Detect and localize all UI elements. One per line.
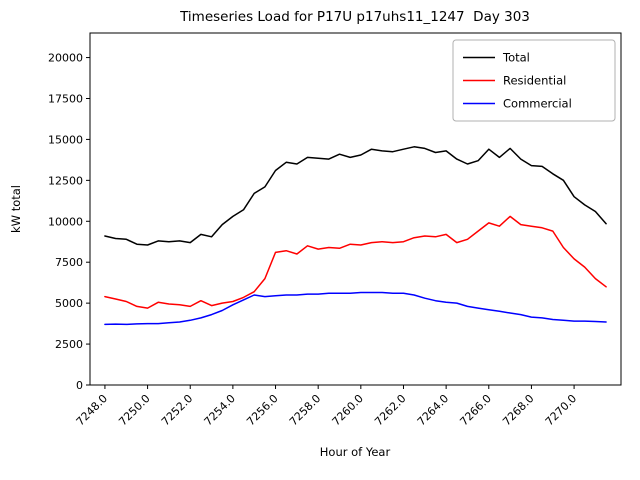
y-tick-label: 20000	[48, 52, 83, 65]
x-tick-label: 7260.0	[330, 392, 366, 428]
x-tick-label: 7268.0	[500, 392, 536, 428]
legend-label-commercial: Commercial	[503, 97, 572, 111]
series-line-residential	[104, 215, 607, 309]
y-tick-label: 7500	[55, 256, 83, 269]
x-tick-label: 7266.0	[457, 392, 493, 428]
x-tick-label: 7248.0	[74, 392, 110, 428]
x-tick-label: 7270.0	[543, 392, 579, 428]
y-tick-label: 17500	[48, 92, 83, 105]
legend-label-total: Total	[502, 51, 530, 65]
series-line-total	[104, 146, 607, 246]
x-axis-label: Hour of Year	[320, 445, 391, 459]
x-tick-label: 7258.0	[287, 392, 323, 428]
x-tick-label: 7252.0	[159, 392, 195, 428]
x-tick-label: 7264.0	[415, 392, 451, 428]
y-tick-label: 15000	[48, 133, 83, 146]
y-tick-label: 10000	[48, 215, 83, 228]
y-tick-label: 5000	[55, 297, 83, 310]
y-tick-label: 0	[76, 379, 83, 392]
y-tick-label: 2500	[55, 338, 83, 351]
chart-title: Timeseries Load for P17U p17uhs11_1247 D…	[179, 9, 530, 25]
legend-box	[452, 39, 616, 122]
legend: Total Residential Commercial	[452, 39, 616, 122]
y-tick-label: 12500	[48, 174, 83, 187]
x-tick-label: 7250.0	[116, 392, 152, 428]
axes-frame	[89, 32, 622, 386]
legend-label-residential: Residential	[503, 74, 566, 88]
x-tick-label: 7256.0	[244, 392, 280, 428]
x-tick-label: 7254.0	[202, 392, 238, 428]
series-line-commercial	[104, 291, 607, 326]
x-tick-label: 7262.0	[372, 392, 408, 428]
y-axis-label: kW total	[9, 185, 23, 233]
